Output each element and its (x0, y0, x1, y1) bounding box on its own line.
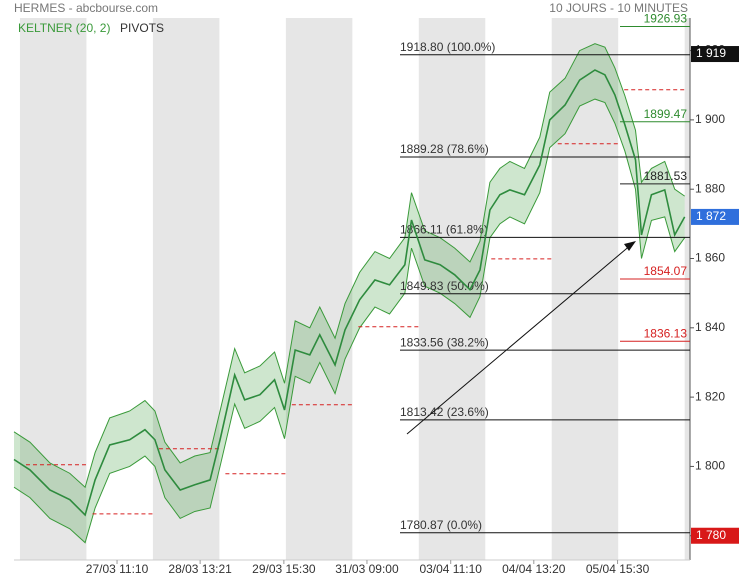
chart-title: HERMES - abcbourse.com (14, 1, 158, 15)
day-band (285, 18, 353, 560)
pivot-level-label: 1899.47 (644, 107, 688, 121)
keltner-band (14, 43, 685, 543)
fib-label: 1849.83 (50.0%) (400, 279, 489, 293)
x-tick-label: 05/04 15:30 (586, 562, 650, 576)
trend-arrow (406, 243, 633, 435)
price-marker (691, 208, 739, 225)
fib-label: 1833.56 (38.2%) (400, 335, 489, 349)
pivot-level-label: 1881.53 (644, 169, 688, 183)
chart-subtitle: 10 JOURS - 10 MINUTES (549, 1, 688, 15)
arrow-head (624, 241, 636, 251)
keltner-lower (13, 98, 686, 544)
price-line (13, 69, 686, 517)
legend-entry[interactable]: KELTNER (20, 2) (18, 21, 110, 35)
y-tick-label: 1 800 (695, 459, 725, 473)
price-marker (691, 527, 739, 544)
y-tick-label: 1 900 (695, 112, 725, 126)
fib-label: 1813.42 (23.6%) (400, 405, 489, 419)
day-band (684, 18, 690, 560)
y-tick-label: 1 820 (695, 389, 725, 403)
x-tick-label: 28/03 13:21 (168, 562, 232, 576)
legend-entry[interactable]: PIVOTS (120, 21, 164, 35)
y-tick-label: 1 860 (695, 251, 725, 265)
price-marker-label: 1 919 (696, 46, 726, 60)
pivot-level-label: 1836.13 (644, 326, 688, 340)
keltner-upper (13, 43, 685, 489)
fib-label: 1889.28 (78.6%) (400, 142, 489, 156)
fib-label: 1780.87 (0.0%) (400, 518, 482, 532)
x-tick-label: 27/03 11:10 (86, 562, 149, 576)
price-marker-label: 1 780 (696, 528, 726, 542)
fib-label: 1866.11 (61.8%) (400, 223, 488, 237)
x-tick-label: 03/04 11:10 (419, 562, 482, 576)
fib-label: 1918.80 (100.0%) (400, 40, 495, 54)
y-tick-label: 1 880 (695, 181, 725, 195)
price-marker-label: 1 872 (696, 209, 726, 223)
x-tick-label: 29/03 15:30 (252, 562, 316, 576)
pivot-level-label: 1854.07 (644, 264, 688, 278)
x-tick-label: 31/03 09:00 (335, 562, 399, 576)
pivot-level-label: 1926.93 (644, 12, 688, 26)
y-tick-label: 1 840 (695, 320, 725, 334)
price-marker (691, 46, 739, 63)
x-tick-label: 04/04 13:20 (502, 562, 566, 576)
day-band (19, 18, 87, 560)
